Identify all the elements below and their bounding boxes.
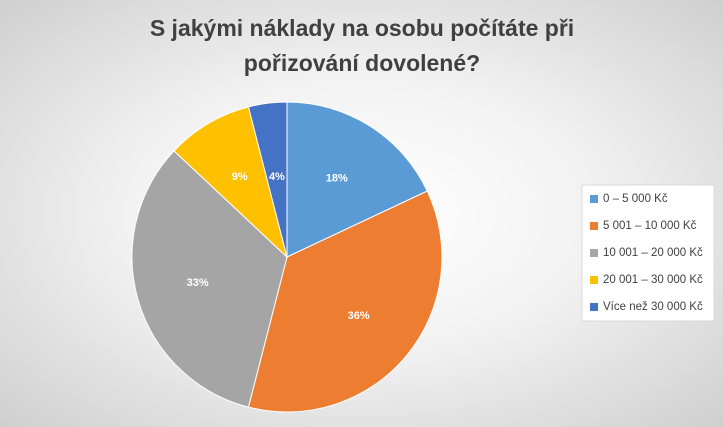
legend-label: Více než 30 000 Kč xyxy=(603,301,703,313)
legend-box xyxy=(581,184,715,322)
legend-swatch xyxy=(590,276,598,284)
legend-label: 0 – 5 000 Kč xyxy=(603,193,668,205)
pie-slice xyxy=(173,106,288,259)
pie-slice xyxy=(131,150,288,408)
legend-swatch xyxy=(590,249,598,257)
pie-slice xyxy=(247,190,443,413)
pie-slice xyxy=(247,101,288,258)
legend-label: 20 001 – 30 000 Kč xyxy=(603,274,703,286)
legend-swatch xyxy=(590,222,598,230)
data-label: 4% xyxy=(269,171,285,183)
legend-label: 10 001 – 20 000 Kč xyxy=(603,247,703,259)
pie-slice xyxy=(286,101,428,258)
data-label: 33% xyxy=(187,277,209,289)
data-label: 18% xyxy=(326,172,348,184)
data-label: 36% xyxy=(348,310,370,322)
legend-swatch xyxy=(590,303,598,311)
chart-title: S jakými náklady na osobu počítáte při po… xyxy=(150,15,574,76)
data-label: 9% xyxy=(232,171,248,183)
legend-swatch xyxy=(590,195,598,203)
legend-label: 5 001 – 10 000 Kč xyxy=(603,220,697,232)
